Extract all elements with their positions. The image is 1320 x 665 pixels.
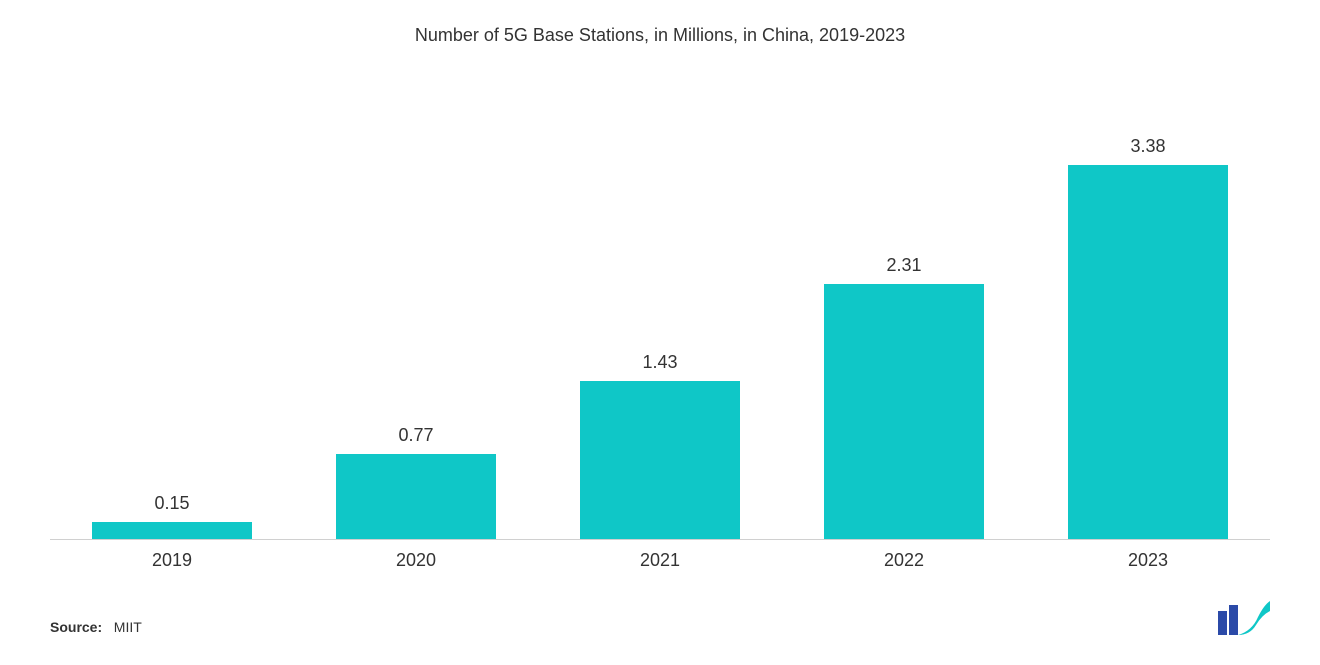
bar (824, 284, 984, 539)
chart-container: Number of 5G Base Stations, in Millions,… (0, 0, 1320, 665)
x-axis-label: 2019 (92, 550, 252, 571)
bar-value-label: 2.31 (886, 255, 921, 276)
x-axis-label: 2021 (580, 550, 740, 571)
bar-value-label: 0.15 (154, 493, 189, 514)
source-attribution: Source: MIIT (50, 619, 142, 635)
chart-title: Number of 5G Base Stations, in Millions,… (50, 25, 1270, 46)
bar-value-label: 3.38 (1130, 136, 1165, 157)
logo-icon (1218, 601, 1270, 635)
bar-value-label: 1.43 (642, 352, 677, 373)
bar-group: 0.15 (92, 493, 252, 539)
bar-group: 3.38 (1068, 136, 1228, 539)
bar-group: 2.31 (824, 255, 984, 539)
bar-value-label: 0.77 (398, 425, 433, 446)
x-axis-label: 2020 (336, 550, 496, 571)
x-axis-label: 2022 (824, 550, 984, 571)
brand-logo (1218, 601, 1270, 635)
source-value: MIIT (114, 619, 142, 635)
x-axis-label: 2023 (1068, 550, 1228, 571)
chart-footer: Source: MIIT (50, 601, 1270, 635)
plot-area: 0.15 0.77 1.43 2.31 3.38 (50, 86, 1270, 540)
bar-group: 1.43 (580, 352, 740, 539)
bar (1068, 165, 1228, 539)
bar (92, 522, 252, 539)
bar (580, 381, 740, 539)
x-axis: 2019 2020 2021 2022 2023 (50, 540, 1270, 601)
source-label: Source: (50, 619, 102, 635)
bar (336, 454, 496, 539)
bar-group: 0.77 (336, 425, 496, 539)
